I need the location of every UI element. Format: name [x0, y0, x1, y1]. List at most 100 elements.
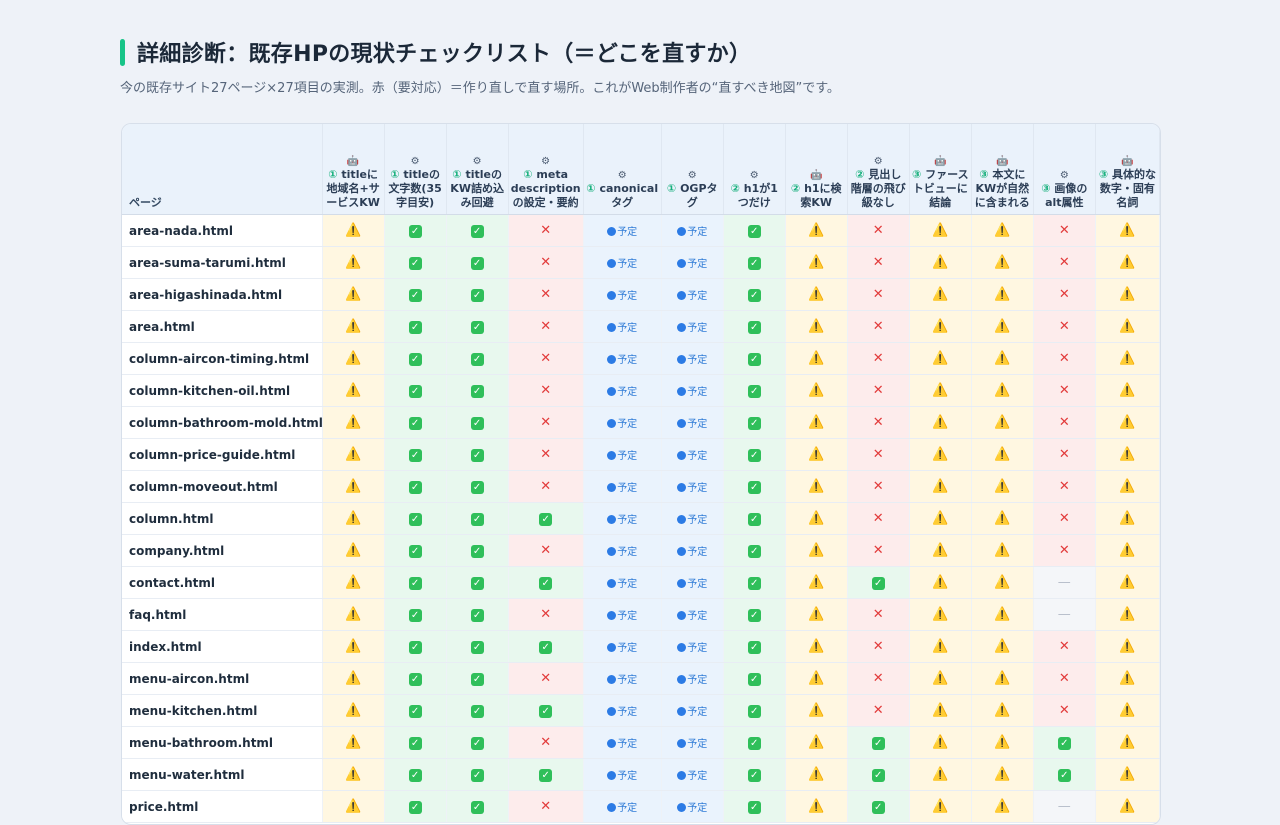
- planned-status: 予定: [661, 758, 724, 791]
- check-icon: ✓: [384, 758, 447, 791]
- cross-icon: ✕: [847, 214, 910, 247]
- warning-icon: ⚠️: [322, 214, 385, 247]
- cross-icon: ✕: [1033, 662, 1096, 695]
- cross-icon: ✕: [847, 310, 910, 343]
- check-icon: ✓: [446, 630, 509, 663]
- blue-dot-icon: [607, 323, 617, 332]
- warning-icon: ⚠️: [1095, 214, 1160, 247]
- column-header-number: ①: [586, 182, 596, 195]
- blue-dot-icon: [677, 291, 687, 300]
- planned-status: 予定: [583, 630, 662, 663]
- planned-status: 予定: [661, 694, 724, 727]
- table-row: price.html ⚠️ ✓ ✓ ✕ 予定 予定 ✓ ⚠️ ✓ ⚠️ ⚠️ — ⚠️: [122, 790, 1160, 823]
- warning-icon: ⚠️: [1095, 470, 1160, 503]
- cross-icon: ✕: [508, 246, 584, 279]
- check-icon: ✓: [446, 758, 509, 791]
- check-icon: ✓: [384, 310, 447, 343]
- column-header-number: ③: [1041, 182, 1051, 195]
- check-icon: ✓: [723, 374, 786, 407]
- robot-icon: 🤖: [1121, 156, 1134, 167]
- column-header-8: ⚙ ② 見出し階層の飛び級なし: [847, 124, 910, 215]
- cross-icon: ✕: [508, 278, 584, 311]
- column-header-label: ファーストビューに結論: [912, 168, 969, 209]
- column-header-number: ①: [452, 168, 462, 181]
- cross-icon: ✕: [508, 726, 584, 759]
- planned-status: 予定: [661, 502, 724, 535]
- planned-status: 予定: [661, 438, 724, 471]
- blue-dot-icon: [677, 643, 687, 652]
- page-heading: 詳細診断：既存HPの現状チェックリスト（＝どこを直すか）: [120, 36, 751, 68]
- blue-dot-icon: [677, 739, 687, 748]
- blue-dot-icon: [607, 547, 617, 556]
- table-row: area-nada.html ⚠️ ✓ ✓ ✕ 予定 予定 ✓ ⚠️ ✕ ⚠️ ⚠️ ✕ ⚠️: [122, 214, 1160, 247]
- column-header-label: 見出し階層の飛び級なし: [850, 168, 906, 209]
- table-row: area-suma-tarumi.html ⚠️ ✓ ✓ ✕ 予定 予定 ✓ ⚠️ ✕ ⚠️ ⚠️ ✕ ⚠…: [122, 246, 1160, 279]
- check-icon: ✓: [446, 374, 509, 407]
- planned-status: 予定: [583, 310, 662, 343]
- page-name-cell: menu-bathroom.html: [122, 726, 323, 759]
- planned-status: 予定: [661, 246, 724, 279]
- warning-icon: ⚠️: [322, 598, 385, 631]
- warning-icon: ⚠️: [322, 726, 385, 759]
- table-row: column-price-guide.html ⚠️ ✓ ✓ ✕ 予定 予定 ✓ ⚠️ ✕ ⚠️ ⚠️…: [122, 438, 1160, 471]
- cross-icon: ✕: [1033, 438, 1096, 471]
- blue-dot-icon: [607, 515, 617, 524]
- check-icon: ✓: [446, 566, 509, 599]
- warning-icon: ⚠️: [909, 566, 972, 599]
- warning-icon: ⚠️: [322, 374, 385, 407]
- check-icon: ✓: [384, 214, 447, 247]
- gear-icon: ⚙: [541, 156, 551, 167]
- warning-icon: ⚠️: [1095, 406, 1160, 439]
- column-header-number: ②: [855, 168, 865, 181]
- check-icon: ✓: [508, 694, 584, 727]
- cross-icon: ✕: [847, 438, 910, 471]
- warning-icon: ⚠️: [971, 374, 1034, 407]
- table-row: contact.html ⚠️ ✓ ✓ ✓ 予定 予定 ✓ ⚠️ ✓ ⚠️ ⚠️ — ⚠️: [122, 566, 1160, 599]
- check-icon: ✓: [723, 694, 786, 727]
- column-header-label: titleのKW詰め込み回避: [450, 168, 504, 209]
- check-icon: ✓: [446, 662, 509, 695]
- cross-icon: ✕: [508, 598, 584, 631]
- warning-icon: ⚠️: [1095, 726, 1160, 759]
- robot-icon: 🤖: [346, 156, 360, 167]
- check-icon: ✓: [384, 694, 447, 727]
- cross-icon: ✕: [508, 310, 584, 343]
- robot-icon: 🤖: [810, 170, 823, 181]
- blue-dot-icon: [607, 803, 617, 812]
- cross-icon: ✕: [847, 470, 910, 503]
- planned-status: 予定: [583, 758, 662, 791]
- warning-icon: ⚠️: [785, 566, 848, 599]
- check-icon: ✓: [446, 726, 509, 759]
- check-icon: ✓: [847, 758, 910, 791]
- gear-icon: ⚙: [472, 156, 482, 167]
- check-icon: ✓: [723, 406, 786, 439]
- cross-icon: ✕: [1033, 502, 1096, 535]
- warning-icon: ⚠️: [785, 374, 848, 407]
- blue-dot-icon: [677, 771, 687, 780]
- warning-icon: ⚠️: [971, 598, 1034, 631]
- gear-icon: ⚙: [687, 170, 697, 181]
- warning-icon: ⚠️: [785, 534, 848, 567]
- warning-icon: ⚠️: [785, 438, 848, 471]
- warning-icon: ⚠️: [785, 630, 848, 663]
- blue-dot-icon: [677, 515, 687, 524]
- planned-status: 予定: [661, 342, 724, 375]
- planned-status: 予定: [583, 342, 662, 375]
- cross-icon: ✕: [847, 502, 910, 535]
- cross-icon: ✕: [847, 598, 910, 631]
- planned-status: 予定: [583, 502, 662, 535]
- blue-dot-icon: [607, 771, 617, 780]
- warning-icon: ⚠️: [971, 470, 1034, 503]
- warning-icon: ⚠️: [785, 214, 848, 247]
- check-icon: ✓: [723, 598, 786, 631]
- column-header-6: ⚙ ② h1が1つだけ: [723, 124, 786, 215]
- warning-icon: ⚠️: [909, 406, 972, 439]
- warning-icon: ⚠️: [322, 694, 385, 727]
- page-name-cell: menu-kitchen.html: [122, 694, 323, 727]
- column-header-9: 🤖 ③ ファーストビューに結論: [909, 124, 972, 215]
- column-header-number: ①: [328, 168, 338, 181]
- page-name-cell: area-nada.html: [122, 214, 323, 247]
- warning-icon: ⚠️: [785, 790, 848, 823]
- cross-icon: ✕: [1033, 278, 1096, 311]
- warning-icon: ⚠️: [971, 502, 1034, 535]
